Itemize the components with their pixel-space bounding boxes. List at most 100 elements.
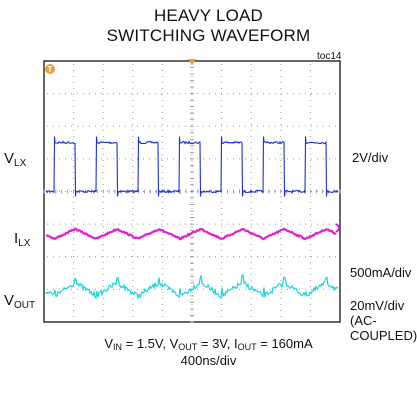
grid-dot [323, 125, 324, 127]
grid-dot [305, 256, 306, 258]
grid-dot [287, 191, 288, 192]
grid-dot [95, 288, 96, 290]
grid-dot [191, 130, 193, 131]
grid-dot [191, 286, 193, 287]
grid-dot [275, 158, 276, 160]
grid-dot [173, 93, 174, 95]
grid-dot [309, 106, 311, 107]
grid-dot [73, 208, 75, 209]
grid-dot [161, 118, 163, 119]
grid-dot [233, 288, 234, 290]
trigger-marker: T [45, 64, 55, 74]
grid-dot [191, 226, 193, 227]
grid-dot [161, 262, 163, 263]
grid-dot [73, 316, 75, 317]
grid-dot [161, 124, 163, 125]
grid-dot [73, 160, 75, 161]
grid-dot [317, 93, 318, 95]
grid-dot [161, 142, 163, 143]
grid-dot [131, 223, 132, 225]
grid-dot [53, 256, 54, 258]
grid-dot [119, 125, 120, 127]
grid-dot [280, 304, 282, 305]
grid-dot [161, 93, 162, 95]
grid-dot [280, 184, 282, 185]
grid-dot [132, 118, 134, 119]
grid-dot [59, 191, 60, 192]
grid-dot [280, 202, 282, 203]
grid-dot [221, 100, 223, 101]
grid-dot [309, 118, 311, 119]
grid-dot [113, 125, 114, 127]
grid-dot [209, 93, 210, 95]
grid-dot [47, 93, 48, 95]
grid-dot [59, 158, 60, 160]
grid-dot [305, 223, 306, 225]
grid-dot [250, 160, 252, 161]
grid-dot [167, 288, 168, 290]
grid-dot [77, 93, 78, 95]
grid-dot [309, 154, 311, 155]
grid-dot [197, 158, 198, 160]
grid-dot [221, 286, 223, 287]
grid-dot [221, 268, 223, 269]
grid-dot [73, 298, 75, 299]
grid-dot [245, 223, 246, 225]
grid-dot [59, 223, 60, 225]
grid-dot [73, 196, 75, 197]
grid-dot [161, 202, 163, 203]
grid-dot [309, 274, 311, 275]
grid-dot [221, 223, 222, 225]
grid-dot [221, 70, 223, 71]
grid-dot [309, 280, 311, 281]
grid-dot [137, 93, 138, 95]
grid-dot [73, 232, 75, 233]
grid-dot [143, 158, 144, 160]
grid-dot [309, 214, 311, 215]
grid-dot [250, 280, 252, 281]
grid-dot [280, 220, 282, 221]
grid-dot [107, 288, 108, 290]
ilx-label: ILX [14, 230, 31, 249]
grid-dot [132, 298, 134, 299]
grid-dot [107, 93, 108, 95]
grid-dot [132, 184, 134, 185]
grid-dot [250, 250, 252, 251]
grid-dot [47, 223, 48, 225]
grid-dot [250, 292, 252, 293]
grid-dot [317, 223, 318, 225]
grid-dot [191, 316, 193, 317]
grid-dot [125, 125, 126, 127]
grid-dot [250, 244, 252, 245]
grid-dot [281, 223, 282, 225]
grid-dot [309, 202, 311, 203]
grid-dot [102, 154, 104, 155]
grid-dot [77, 288, 78, 290]
grid-dot [309, 238, 311, 239]
grid-dot [335, 223, 336, 225]
grid-dot [317, 256, 318, 258]
trigger-position-icon [188, 59, 196, 65]
grid-dot [191, 244, 193, 245]
grid-dot [83, 125, 84, 127]
grid-dot [280, 100, 282, 101]
grid-dot [309, 232, 311, 233]
grid-dot [149, 191, 150, 192]
vlx-scale: 2V/div [352, 150, 389, 165]
grid-dot [59, 256, 60, 258]
grid-dot [47, 288, 48, 290]
grid-dot [73, 202, 75, 203]
grid-dot [132, 256, 134, 257]
grid-dot [309, 136, 311, 137]
grid-dot [280, 274, 282, 275]
grid-dot [280, 166, 282, 167]
grid-dot [191, 220, 193, 221]
grid-dot [191, 112, 193, 113]
grid-dot [275, 191, 276, 192]
grid-dot [280, 214, 282, 215]
grid-dot [250, 118, 252, 119]
grid-dot [227, 288, 228, 290]
grid-dot [161, 158, 162, 160]
grid-dot [161, 304, 163, 305]
